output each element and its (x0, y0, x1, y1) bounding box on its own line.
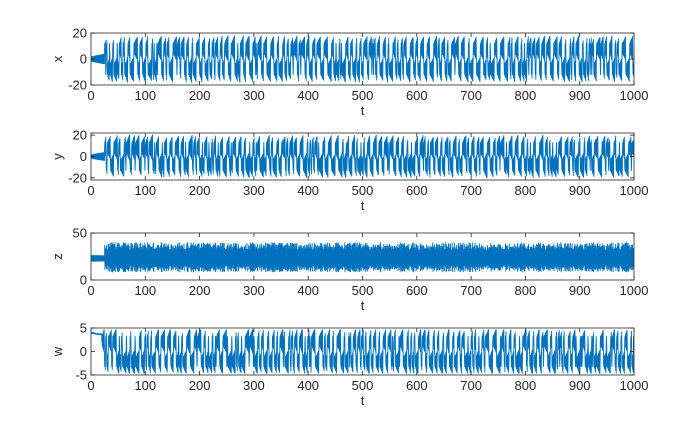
x-tick-label: 600 (406, 88, 428, 103)
y-tick-label: 50 (73, 226, 87, 241)
y-tick-label: 0 (80, 149, 87, 164)
x-tick-label: 400 (297, 378, 319, 393)
series-line-y (91, 134, 634, 179)
x-tick-label: 400 (297, 183, 319, 198)
x-tick-label: 100 (134, 183, 156, 198)
x-tick-label: 800 (515, 378, 537, 393)
x-tick-label: 0 (87, 183, 94, 198)
series-line-x (91, 35, 634, 83)
x-tick-label: 700 (460, 183, 482, 198)
y-axis-label: z (50, 253, 65, 260)
x-tick-label: 300 (243, 283, 265, 298)
y-tick-label: -20 (68, 78, 87, 93)
x-tick-label: 400 (297, 283, 319, 298)
x-tick-label: 800 (515, 88, 537, 103)
x-tick-label: 0 (87, 283, 94, 298)
x-tick-label: 400 (297, 88, 319, 103)
x-tick-label: 200 (189, 183, 211, 198)
x-tick-label: 200 (189, 378, 211, 393)
x-axis-label: t (361, 298, 365, 313)
x-tick-label: 900 (569, 183, 591, 198)
x-tick-label: 100 (134, 88, 156, 103)
x-axis-label: t (361, 103, 365, 118)
series-line-z (91, 242, 634, 273)
x-tick-label: 600 (406, 378, 428, 393)
x-tick-label: 900 (569, 283, 591, 298)
x-tick-label: 300 (243, 183, 265, 198)
y-tick-label: 20 (73, 128, 87, 143)
y-tick-label: -5 (75, 368, 87, 383)
x-tick-label: 200 (189, 283, 211, 298)
x-tick-label: 700 (460, 88, 482, 103)
x-tick-label: 1000 (620, 88, 649, 103)
x-tick-label: 100 (134, 283, 156, 298)
x-tick-label: 1000 (620, 183, 649, 198)
y-axis-label: x (50, 55, 65, 62)
x-tick-label: 0 (87, 88, 94, 103)
y-tick-label: -20 (68, 170, 87, 185)
subplot-z: 0 100 200 300 400 500 600 700 800 900 1000 0 50 t z (50, 226, 648, 314)
y-axis-label: y (50, 153, 65, 160)
y-tick-label: 0 (80, 52, 87, 67)
y-axis-label: w (50, 346, 65, 357)
y-tick-label: 0 (80, 273, 87, 288)
x-tick-label: 500 (352, 88, 374, 103)
y-tick-label: 20 (73, 26, 87, 41)
x-tick-label: 1000 (620, 378, 649, 393)
x-tick-label: 500 (352, 283, 374, 298)
x-axis-label: t (361, 198, 365, 213)
x-tick-label: 100 (134, 378, 156, 393)
y-tick-label: 0 (80, 344, 87, 359)
series-line-w (91, 329, 634, 374)
y-tick-label: 5 (80, 321, 87, 336)
x-tick-label: 900 (569, 378, 591, 393)
x-tick-label: 700 (460, 378, 482, 393)
x-tick-label: 500 (352, 183, 374, 198)
x-tick-label: 1000 (620, 283, 649, 298)
x-tick-label: 200 (189, 88, 211, 103)
x-tick-label: 600 (406, 183, 428, 198)
x-tick-label: 500 (352, 378, 374, 393)
x-tick-label: 300 (243, 378, 265, 393)
x-tick-label: 600 (406, 283, 428, 298)
x-tick-label: 800 (515, 183, 537, 198)
x-tick-label: 800 (515, 283, 537, 298)
x-tick-label: 0 (87, 378, 94, 393)
x-tick-label: 900 (569, 88, 591, 103)
x-tick-label: 700 (460, 283, 482, 298)
x-axis-label: t (361, 393, 365, 408)
x-tick-label: 300 (243, 88, 265, 103)
